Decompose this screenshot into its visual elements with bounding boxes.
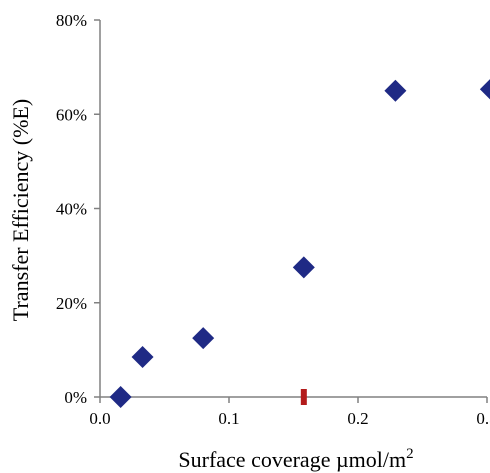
- y-tick-label: 80%: [56, 11, 87, 30]
- y-axis-ticks: 0% 20% 40% 60% 80%: [56, 11, 100, 407]
- x-axis-ticks: 0.0 0.1 0.2 0.3: [89, 397, 490, 428]
- data-point: [384, 79, 407, 102]
- x-axis-title-superscript: 2: [406, 446, 414, 462]
- x-axis-title: Surface coverage µmol/m2: [178, 446, 413, 472]
- data-point: [109, 386, 132, 408]
- y-axis-title: Transfer Efficiency (%E): [8, 99, 33, 321]
- data-points: [109, 79, 490, 408]
- y-tick-label: 60%: [56, 105, 87, 124]
- y-tick-label: 0%: [64, 388, 87, 407]
- x-axis-title-main: Surface coverage µmol/m: [178, 447, 406, 472]
- data-point: [192, 327, 215, 350]
- data-point: [131, 345, 154, 368]
- x-tick-label: 0.3: [476, 409, 490, 428]
- x-axis-marker: [300, 389, 307, 405]
- data-point: [479, 79, 490, 100]
- x-tick-label: 0.2: [347, 409, 368, 428]
- axis-markers: [300, 389, 307, 405]
- x-tick-label: 0.1: [218, 409, 239, 428]
- y-tick-label: 40%: [56, 200, 87, 219]
- data-point: [292, 256, 315, 279]
- x-tick-label: 0.0: [89, 409, 110, 428]
- y-tick-label: 20%: [56, 294, 87, 313]
